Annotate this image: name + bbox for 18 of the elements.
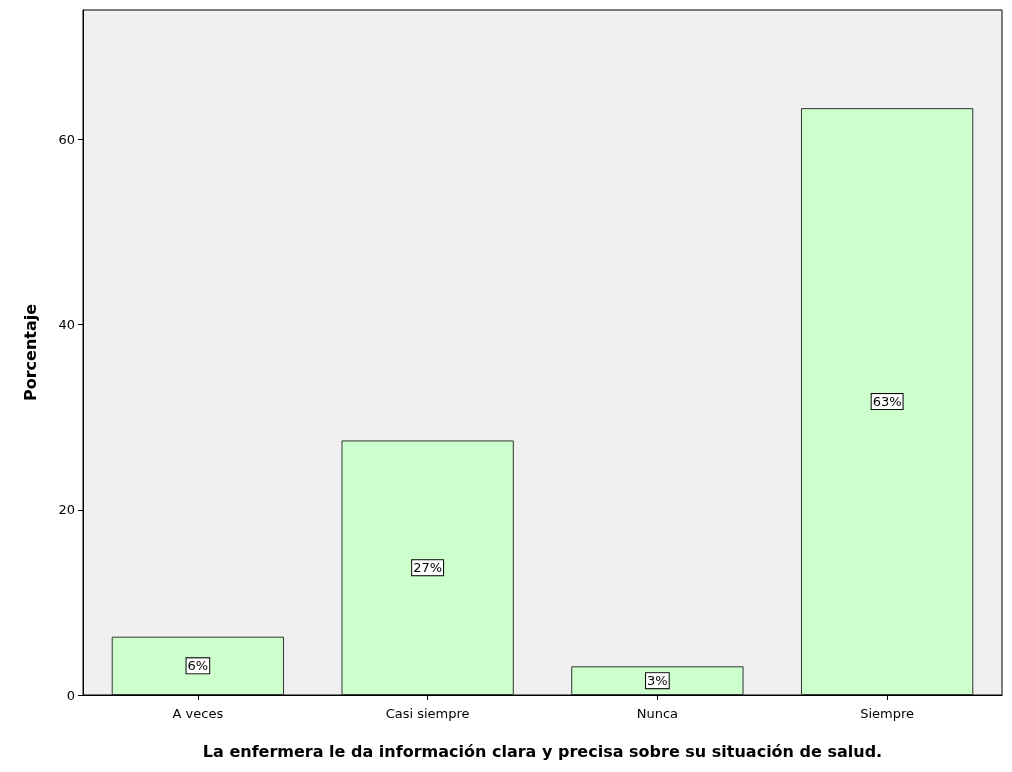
x-tick-label: Nunca <box>636 706 679 721</box>
data-label: 63% <box>872 394 902 410</box>
x-axis-title: La enfermera le da información clara y precisa sobre su situación de salud. <box>202 741 883 761</box>
x-tick-label: Siempre <box>860 706 915 721</box>
y-tick-label: 0 <box>66 687 75 703</box>
y-tick-label: 40 <box>58 317 75 333</box>
x-tick-label: A veces <box>172 706 224 721</box>
bar <box>111 636 285 695</box>
bar <box>800 108 974 695</box>
x-tick-label: Casi siempre <box>385 706 470 721</box>
bar <box>571 666 744 695</box>
data-label: 27% <box>413 560 443 576</box>
bar <box>341 440 514 695</box>
y-tick-label: 60 <box>58 132 75 148</box>
y-axis-title: Porcentaje <box>20 303 40 402</box>
data-label: 6% <box>187 658 209 674</box>
data-label: 3% <box>647 673 668 689</box>
y-tick-label: 20 <box>58 502 75 518</box>
